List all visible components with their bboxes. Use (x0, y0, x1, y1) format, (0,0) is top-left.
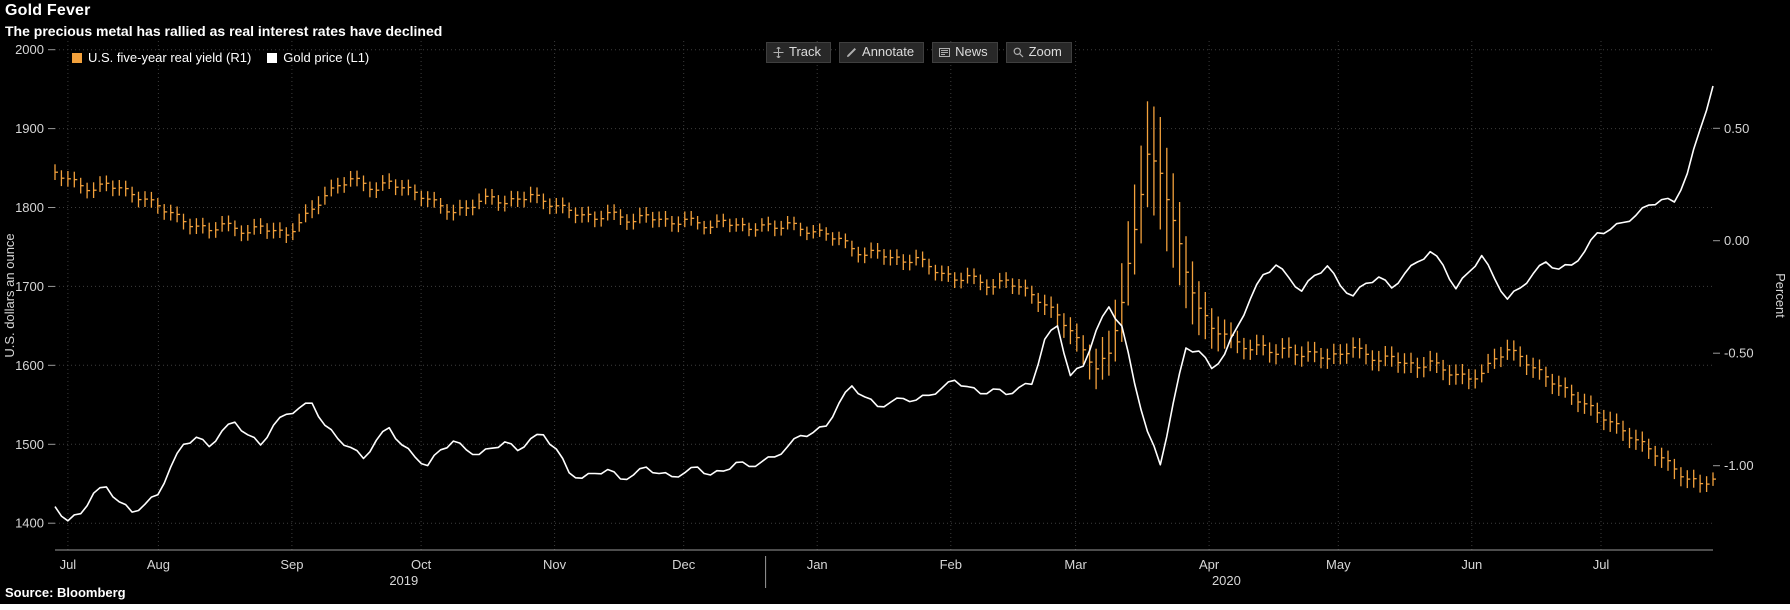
legend-item-gold-price[interactable]: Gold price (L1) (267, 50, 369, 65)
svg-text:Aug: Aug (147, 557, 170, 572)
svg-text:Sep: Sep (280, 557, 303, 572)
zoom-button-label: Zoom (1028, 44, 1062, 59)
left-axis-title: U.S. dollars an ounce (2, 233, 17, 357)
track-button-label: Track (789, 44, 822, 59)
zoom-magnifier-icon (1013, 47, 1024, 58)
svg-text:Jul: Jul (1593, 557, 1610, 572)
bottom-strip (0, 604, 1790, 610)
track-button[interactable]: Track (766, 42, 832, 63)
svg-text:May: May (1326, 557, 1351, 572)
svg-text:-0.50: -0.50 (1724, 346, 1754, 361)
track-crosshair-icon (773, 46, 784, 58)
news-button-label: News (955, 44, 988, 59)
right-axis-ticks: 0.50 0.00 -0.50 -1.00 (1713, 121, 1754, 473)
svg-text:-1.00: -1.00 (1724, 458, 1754, 473)
svg-text:Nov: Nov (543, 557, 567, 572)
news-button[interactable]: News (932, 42, 998, 63)
chart-legend: U.S. five-year real yield (R1) Gold pric… (72, 50, 369, 65)
svg-text:2020: 2020 (1212, 573, 1241, 588)
svg-text:1900: 1900 (15, 121, 44, 136)
svg-text:1700: 1700 (15, 279, 44, 294)
annotate-pencil-icon (846, 47, 857, 58)
svg-text:Jun: Jun (1461, 557, 1482, 572)
horizontal-gridlines: 2000 1900 1800 1700 1600 1500 1400 (15, 42, 1713, 531)
yield-series-label: U.S. five-year real yield (R1) (88, 50, 252, 65)
vertical-gridlines-and-month-labels: Jul Aug Sep Oct Nov Dec Jan Feb Mar Apr May Jun Jul 2… (55, 41, 1713, 588)
zoom-button[interactable]: Zoom (1005, 42, 1072, 63)
source-label: Source: Bloomberg (5, 585, 126, 600)
svg-text:2019: 2019 (389, 573, 418, 588)
page-title: Gold Fever (5, 2, 91, 19)
svg-text:Jul: Jul (60, 557, 77, 572)
svg-text:1400: 1400 (15, 516, 44, 531)
right-axis-title: Percent (1773, 273, 1788, 318)
annotate-button[interactable]: Annotate (839, 42, 925, 63)
svg-text:Oct: Oct (411, 557, 432, 572)
svg-text:1500: 1500 (15, 437, 44, 452)
svg-text:0.00: 0.00 (1724, 233, 1749, 248)
svg-text:Jan: Jan (807, 557, 828, 572)
gold-series-swatch (267, 52, 278, 63)
chart-toolbar: Track Annotate News Zoom (766, 42, 1072, 63)
svg-text:1800: 1800 (15, 200, 44, 215)
gold-price-series (54, 85, 1714, 522)
svg-text:1600: 1600 (15, 358, 44, 373)
svg-text:0.50: 0.50 (1724, 121, 1749, 136)
svg-text:Apr: Apr (1199, 557, 1220, 572)
legend-item-real-yield[interactable]: U.S. five-year real yield (R1) (72, 50, 251, 65)
svg-text:Feb: Feb (940, 557, 962, 572)
yield-series-swatch (72, 52, 82, 63)
svg-text:Mar: Mar (1064, 557, 1087, 572)
news-icon (939, 47, 951, 58)
svg-text:Dec: Dec (672, 557, 696, 572)
gold-series-label: Gold price (L1) (283, 50, 370, 65)
annotate-button-label: Annotate (862, 44, 915, 59)
svg-text:2000: 2000 (15, 42, 44, 57)
chart-subtitle: The precious metal has rallied as real i… (5, 23, 443, 39)
real-yield-series (54, 101, 1716, 493)
